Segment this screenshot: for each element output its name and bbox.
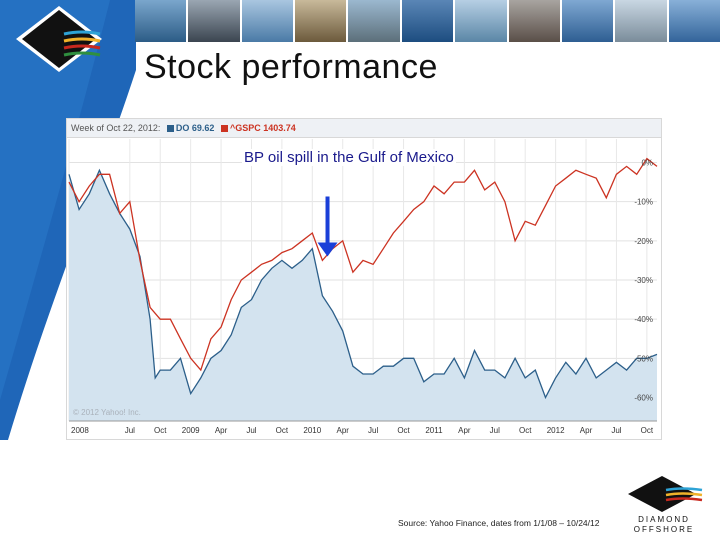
x-tick-label: 2008 xyxy=(71,426,89,435)
x-tick-label: Jul xyxy=(125,426,135,435)
x-tick-label: Jul xyxy=(368,426,378,435)
rig-photo xyxy=(295,0,347,42)
rig-photo xyxy=(188,0,240,42)
chart-header: Week of Oct 22, 2012: DO 69.62 ^GSPC 140… xyxy=(67,119,661,138)
svg-text:OFFSHORE: OFFSHORE xyxy=(634,525,694,534)
x-tick-label: Oct xyxy=(276,426,289,435)
rig-photo xyxy=(135,0,187,42)
x-tick-label: Apr xyxy=(336,426,349,435)
legend-do: DO 69.62 xyxy=(175,123,215,133)
gspc-legend-swatch xyxy=(220,125,228,133)
x-tick-label: Jul xyxy=(490,426,500,435)
x-tick-label: 2011 xyxy=(425,426,443,435)
x-tick-label: 2009 xyxy=(182,426,200,435)
y-tick-label: -20% xyxy=(634,237,653,246)
source-note: Source: Yahoo Finance, dates from 1/1/08… xyxy=(398,518,600,528)
chart-date-label: Week of Oct 22, 2012: xyxy=(71,123,161,133)
x-tick-label: Jul xyxy=(246,426,256,435)
x-tick-label: Oct xyxy=(154,426,167,435)
x-tick-label: Apr xyxy=(458,426,471,435)
stock-chart: Week of Oct 22, 2012: DO 69.62 ^GSPC 140… xyxy=(66,118,662,440)
diamond-logo-icon xyxy=(16,6,102,72)
y-tick-label: -40% xyxy=(634,315,653,324)
do-legend-swatch xyxy=(166,125,174,133)
x-tick-label: 2010 xyxy=(303,426,321,435)
diamond-offshore-logo-icon: DIAMOND OFFSHORE xyxy=(628,476,703,534)
series-line-gspc xyxy=(68,157,658,372)
x-tick-label: Oct xyxy=(519,426,532,435)
rig-photo xyxy=(241,0,294,42)
legend-gspc: ^GSPC 1403.74 xyxy=(229,123,296,133)
y-tick-label: -60% xyxy=(634,394,653,403)
rig-photo xyxy=(561,0,614,42)
slide-title: Stock performance xyxy=(144,48,438,86)
photo-banner xyxy=(135,0,720,42)
y-tick-label: -30% xyxy=(634,276,653,285)
x-tick-label: Jul xyxy=(611,426,621,435)
x-tick-label: Apr xyxy=(580,426,593,435)
rig-photo xyxy=(455,0,507,42)
chart-plot: 0% -10% -20% -30% -40% -50% -60% 2008 Jul Oct 2009… xyxy=(68,139,658,435)
rig-photo xyxy=(401,0,454,42)
x-tick-label: Oct xyxy=(641,426,654,435)
rig-photo xyxy=(348,0,400,42)
rig-photo xyxy=(668,0,720,42)
series-line-do xyxy=(68,168,658,400)
x-tick-label: Oct xyxy=(397,426,410,435)
yahoo-watermark: © 2012 Yahoo! Inc. xyxy=(73,408,141,417)
y-tick-label: -10% xyxy=(634,198,653,207)
x-tick-label: 2012 xyxy=(547,426,565,435)
x-tick-label: Apr xyxy=(215,426,228,435)
y-tick-label: -50% xyxy=(634,354,653,363)
svg-text:DIAMOND: DIAMOND xyxy=(638,515,690,524)
rig-photo xyxy=(615,0,667,42)
y-tick-label: 0% xyxy=(641,159,653,168)
rig-photo xyxy=(508,0,560,42)
annotation-arrow-head xyxy=(317,242,338,257)
chart-annotation: BP oil spill in the Gulf of Mexico xyxy=(242,149,456,166)
do-area xyxy=(69,170,657,421)
